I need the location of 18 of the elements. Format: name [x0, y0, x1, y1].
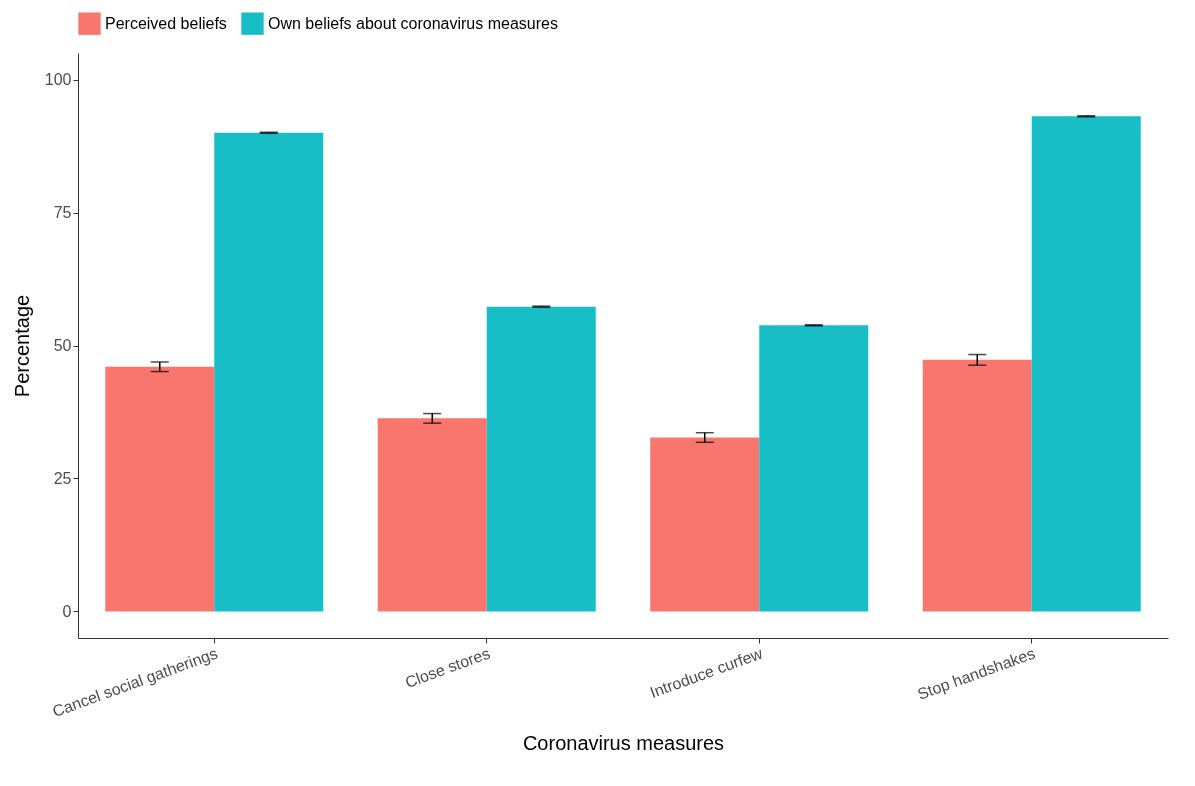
bar — [377, 418, 487, 612]
y-tick-label: 0 — [62, 602, 72, 620]
legend-label: Perceived beliefs — [105, 14, 227, 32]
bar — [922, 359, 1032, 612]
y-tick-label: 50 — [53, 337, 72, 354]
x-tick-label: Close stores — [402, 644, 493, 691]
x-axis-title: Coronavirus measures — [522, 732, 725, 755]
y-tick-label: 25 — [53, 469, 72, 487]
y-tick-label: 75 — [53, 204, 72, 222]
bar — [486, 306, 596, 612]
y-axis-title: Percentage — [10, 294, 33, 398]
bar — [214, 132, 324, 612]
bar — [650, 437, 760, 612]
bar — [1031, 116, 1141, 612]
legend-label: Own beliefs about coronavirus measures — [268, 14, 558, 32]
bar — [105, 366, 215, 612]
bar — [759, 325, 869, 612]
y-tick-label: 100 — [44, 71, 72, 89]
